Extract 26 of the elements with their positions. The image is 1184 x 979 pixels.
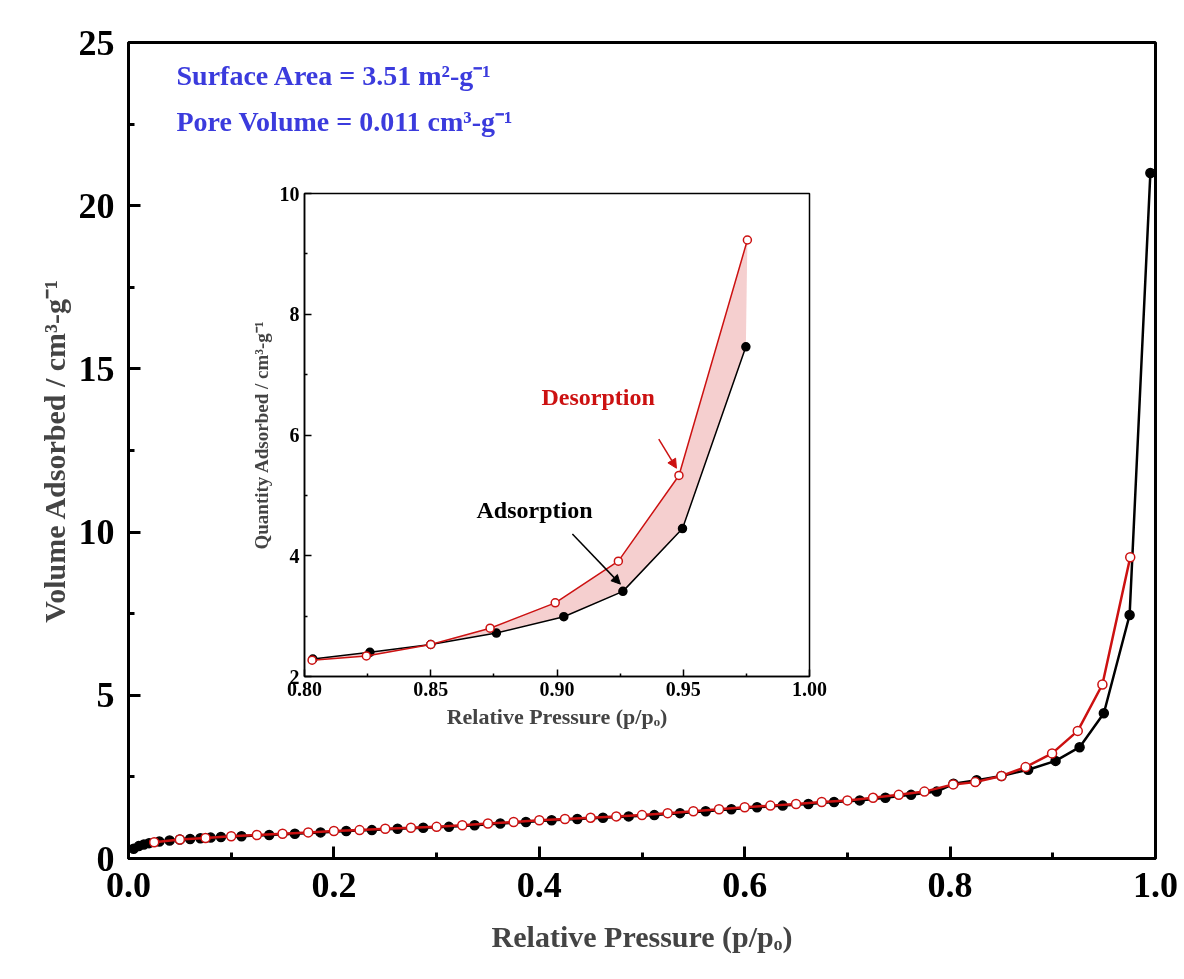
y-axis-title: Quantity Adsorbed / cm³-g⁻¹	[250, 321, 272, 550]
x-tick-label: 0.6	[722, 864, 768, 905]
x-tick-label: 1.00	[792, 677, 827, 700]
y-tick-label: 5	[96, 675, 115, 716]
annotation: Desorption	[541, 383, 655, 410]
y-tick-label: 6	[289, 424, 300, 446]
annotation: Surface Area = 3.51 m²-g⁻¹	[176, 59, 491, 91]
y-tick-label: 25	[78, 22, 115, 63]
annotation: Adsorption	[476, 496, 593, 523]
y-axis-title: Volume Adsorbed / cm³-g⁻¹	[37, 279, 71, 623]
annotation: Pore Volume = 0.011 cm³-g⁻¹	[176, 105, 513, 137]
x-tick-label: 0.4	[516, 864, 562, 905]
x-tick-label: 0.95	[665, 677, 701, 700]
x-tick-label: 0.8	[927, 864, 973, 905]
y-tick-label: 15	[78, 348, 115, 389]
y-tick-label: 10	[279, 182, 300, 205]
y-tick-label: 4	[289, 544, 300, 567]
x-tick-label: 0.2	[311, 864, 357, 905]
x-tick-label: 0.85	[413, 677, 449, 700]
x-axis-title: Relative Pressure (p/pₒ)	[446, 703, 668, 729]
x-tick-label: 0.90	[539, 677, 575, 700]
x-tick-label: 1.0	[1133, 864, 1178, 905]
y-tick-label: 8	[289, 303, 300, 326]
x-axis-title: Relative Pressure (p/pₒ)	[491, 919, 793, 954]
y-tick-label: 10	[78, 512, 115, 553]
y-tick-label: 20	[78, 185, 115, 226]
